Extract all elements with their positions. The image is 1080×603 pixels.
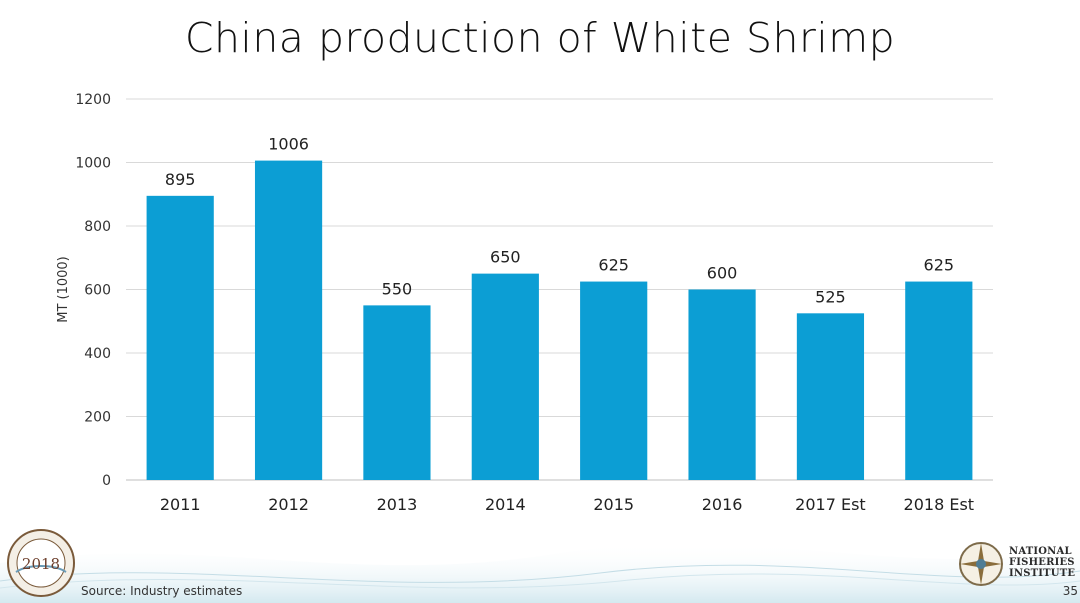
seal-year-text: 2018 [22, 555, 60, 573]
data-label: 895 [165, 170, 196, 189]
nfi-line3: INSTITUTE [1009, 568, 1076, 579]
data-label: 1006 [268, 135, 309, 154]
x-tick-label: 2015 [593, 495, 634, 514]
x-tick-label: 2013 [377, 495, 418, 514]
bar [363, 305, 431, 480]
y-tick-label: 0 [102, 473, 111, 489]
y-axis-label: MT (1000) [56, 256, 71, 323]
data-label: 650 [490, 248, 521, 267]
bar [254, 160, 323, 480]
nfi-line2: FISHERIES [1009, 557, 1075, 568]
compass-emblem-icon [959, 542, 1003, 586]
bar [905, 281, 973, 480]
conference-seal-logo: 2018 [7, 529, 75, 597]
y-tick-label: 200 [84, 410, 111, 426]
page-number: 35 [1062, 584, 1078, 598]
x-tick-label: 2011 [160, 495, 201, 514]
data-label: 625 [924, 256, 955, 275]
bar [688, 289, 756, 480]
bar [796, 313, 865, 480]
nfi-line1: NATIONAL [1009, 546, 1072, 557]
data-label: 525 [815, 287, 846, 306]
bar [146, 195, 214, 480]
y-tick-label: 1200 [75, 92, 111, 108]
x-tick-label: 2014 [485, 495, 526, 514]
data-label: 600 [707, 264, 738, 283]
x-tick-label: 2012 [268, 495, 309, 514]
data-label: 550 [382, 279, 413, 298]
slide-title: China production of White Shrimp [184, 14, 896, 62]
data-label: 625 [598, 256, 629, 275]
y-tick-label: 600 [84, 283, 111, 299]
bar [471, 273, 539, 480]
source-note: Source: Industry estimates [81, 584, 243, 598]
y-tick-label: 800 [84, 219, 111, 235]
x-tick-label: 2018 Est [904, 495, 975, 514]
bar [580, 281, 648, 480]
y-tick-label: 1000 [75, 156, 111, 172]
nfi-logo-text: NATIONAL FISHERIES INSTITUTE [1009, 546, 1076, 579]
decorative-wave-background [0, 543, 1080, 603]
x-tick-label: 2016 [702, 495, 743, 514]
x-tick-label: 2017 Est [795, 495, 866, 514]
y-tick-label: 400 [84, 346, 111, 362]
